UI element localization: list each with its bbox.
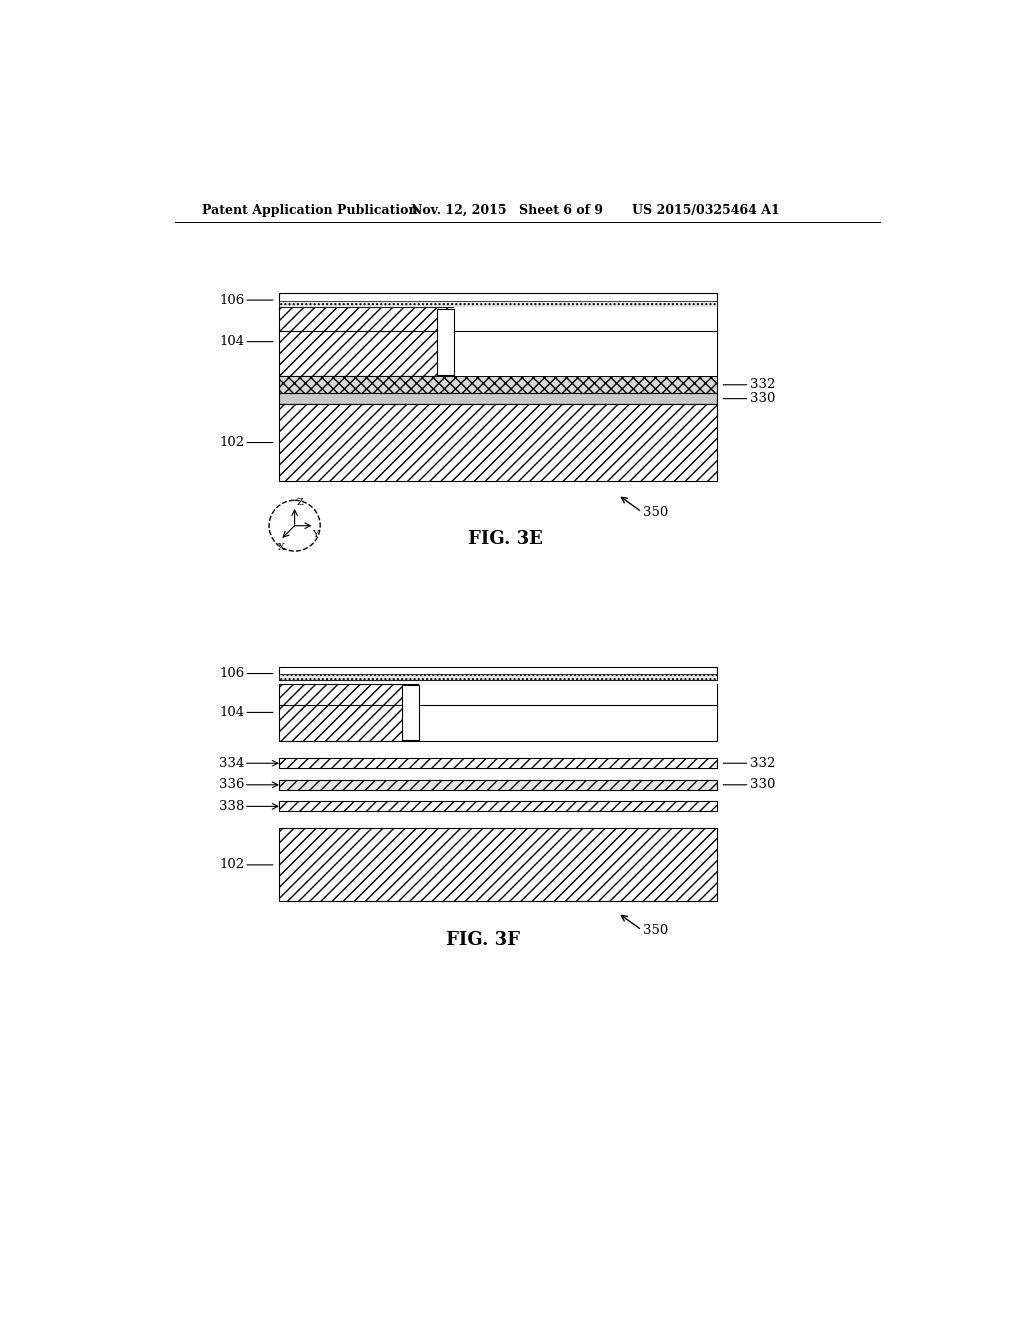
Bar	[280, 293, 717, 308]
Text: 330: 330	[723, 779, 775, 791]
Bar	[454, 331, 717, 376]
Text: US 2015/0325464 A1: US 2015/0325464 A1	[632, 205, 779, 218]
Text: 104: 104	[219, 335, 273, 348]
Text: 106: 106	[219, 293, 273, 306]
Bar	[280, 404, 717, 480]
Bar	[280, 308, 717, 376]
Text: 106: 106	[219, 667, 273, 680]
Text: Patent Application Publication: Patent Application Publication	[202, 205, 417, 218]
Bar	[280, 393, 717, 404]
Bar	[280, 667, 717, 681]
Text: 350: 350	[643, 506, 669, 519]
Bar	[280, 301, 717, 308]
Text: 338: 338	[219, 800, 245, 813]
Text: Y: Y	[312, 529, 318, 539]
Text: 350: 350	[643, 924, 669, 937]
Text: FIG. 3E: FIG. 3E	[468, 529, 543, 548]
Text: 104: 104	[219, 706, 273, 719]
Bar	[419, 684, 717, 705]
Text: 332: 332	[723, 379, 775, 391]
Bar	[280, 684, 717, 742]
Text: X: X	[278, 543, 285, 552]
Bar	[280, 758, 717, 768]
Bar	[402, 685, 419, 739]
Text: FIG. 3F: FIG. 3F	[445, 931, 519, 949]
Text: Nov. 12, 2015: Nov. 12, 2015	[411, 205, 507, 218]
Bar	[280, 829, 717, 902]
Bar	[280, 780, 717, 789]
Bar	[419, 705, 717, 742]
Bar	[280, 675, 717, 681]
Text: 330: 330	[723, 392, 775, 405]
Text: 334: 334	[219, 756, 245, 770]
Text: 332: 332	[723, 756, 775, 770]
Bar	[280, 376, 717, 393]
Text: 102: 102	[219, 858, 273, 871]
Bar	[437, 309, 454, 375]
Text: 102: 102	[219, 436, 273, 449]
Text: Sheet 6 of 9: Sheet 6 of 9	[519, 205, 603, 218]
Bar	[280, 801, 717, 812]
Text: 336: 336	[219, 779, 245, 791]
Bar	[454, 308, 717, 331]
Text: Z: Z	[297, 498, 304, 507]
